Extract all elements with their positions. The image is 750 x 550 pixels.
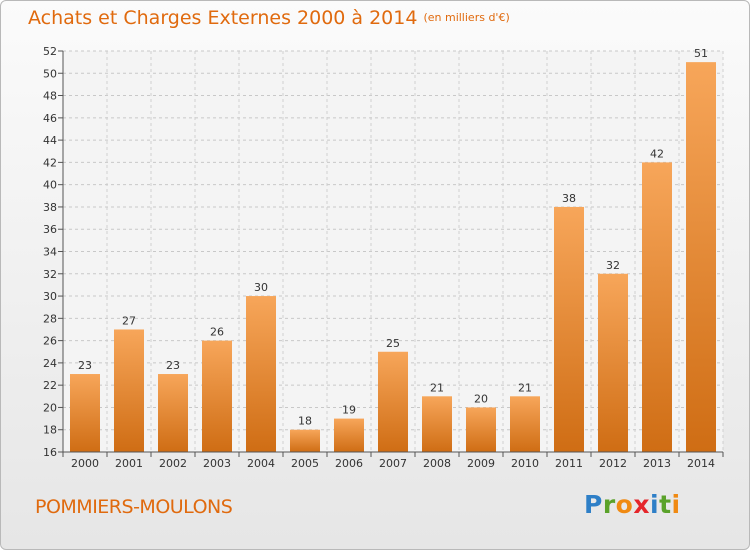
y-tick-label: 40	[43, 179, 57, 192]
y-tick-label: 22	[43, 379, 57, 392]
y-tick-label: 48	[43, 90, 57, 103]
x-tick-label-2001: 2001	[115, 457, 143, 470]
x-tick-label-2008: 2008	[423, 457, 451, 470]
y-tick-label: 46	[43, 112, 57, 125]
y-tick-label: 32	[43, 268, 57, 281]
value-label-2001: 27	[122, 314, 136, 327]
bar-2003	[202, 340, 232, 452]
value-label-2006: 19	[342, 404, 356, 417]
bar-2001	[114, 329, 144, 452]
y-tick-label: 36	[43, 223, 57, 236]
y-tick-label: 52	[43, 45, 57, 58]
bar-2010	[510, 396, 540, 452]
logo-letter: r	[602, 490, 616, 519]
bar-2004	[246, 296, 276, 452]
y-tick-label: 28	[43, 312, 57, 325]
bar-2006	[334, 418, 364, 452]
logo-letter: t	[659, 490, 672, 519]
bar-2011	[554, 206, 584, 452]
chart-title-text: Achats et Charges Externes 2000 à 2014	[28, 7, 418, 29]
bar-2007	[378, 351, 408, 452]
x-tick-label-2012: 2012	[599, 457, 627, 470]
chart-subtitle: (en milliers d'€)	[423, 11, 510, 24]
value-label-2011: 38	[562, 192, 576, 205]
value-label-2014: 51	[694, 47, 708, 60]
value-label-2005: 18	[298, 415, 312, 428]
y-tick-label: 26	[43, 335, 57, 348]
x-tick-label-2010: 2010	[511, 457, 539, 470]
x-tick-label-2006: 2006	[335, 457, 363, 470]
x-tick-label-2000: 2000	[71, 457, 99, 470]
bars	[70, 62, 716, 453]
x-tick-label-2004: 2004	[247, 457, 275, 470]
x-tick-label-2009: 2009	[467, 457, 495, 470]
value-label-2002: 23	[166, 359, 180, 372]
y-tick-label: 42	[43, 156, 57, 169]
bar-2013	[642, 162, 672, 452]
town-name: POMMIERS-MOULONS	[35, 496, 233, 518]
value-label-2004: 30	[254, 281, 268, 294]
y-tick-label: 20	[43, 401, 57, 414]
y-tick-label: 34	[43, 246, 57, 259]
value-label-2009: 20	[474, 392, 488, 405]
x-tick-label-2014: 2014	[687, 457, 715, 470]
y-tick-label: 30	[43, 290, 57, 303]
logo-letter: P	[584, 490, 603, 519]
bar-2014	[686, 62, 716, 453]
y-tick-label: 38	[43, 201, 57, 214]
bar-2000	[70, 374, 100, 452]
value-label-2010: 21	[518, 381, 532, 394]
bar-2002	[158, 374, 188, 452]
value-label-2003: 26	[210, 326, 224, 339]
logo-letter: x	[633, 490, 650, 519]
value-label-2013: 42	[650, 147, 664, 160]
bar-2008	[422, 396, 452, 452]
bar-2012	[598, 273, 628, 452]
value-label-2007: 25	[386, 337, 400, 350]
y-tick-label: 16	[43, 446, 57, 459]
y-tick-label: 24	[43, 357, 57, 370]
x-tick-label-2002: 2002	[159, 457, 187, 470]
logo-letter: i	[650, 490, 660, 519]
axes: 16 18 20 22 24 26 28 30 32 34 36 38 40 42 44 46 48 50 52	[43, 45, 724, 459]
x-tick-label-2003: 2003	[203, 457, 231, 470]
bar-2009	[466, 407, 496, 452]
chart-title: Achats et Charges Externes 2000 à 2014 (e…	[28, 7, 510, 29]
value-label-2000: 23	[78, 359, 92, 372]
value-label-2012: 32	[606, 259, 620, 272]
bar-2005	[290, 429, 320, 452]
logo-letter: o	[615, 490, 634, 519]
x-tick-label-2005: 2005	[291, 457, 319, 470]
y-tick-label: 44	[43, 134, 57, 147]
y-tick-label: 50	[43, 67, 57, 80]
labels: 23 2000 27 2001 23 2002 26 2003 30 2004 18 2005 19 20…	[71, 47, 715, 470]
value-label-2008: 21	[430, 381, 444, 394]
x-tick-label-2011: 2011	[555, 457, 583, 470]
logo-letter: i	[671, 490, 681, 519]
x-tick-label-2013: 2013	[643, 457, 671, 470]
x-tick-label-2007: 2007	[379, 457, 407, 470]
y-tick-label: 18	[43, 424, 57, 437]
proxiti-logo[interactable]: Proxiti	[584, 490, 681, 519]
